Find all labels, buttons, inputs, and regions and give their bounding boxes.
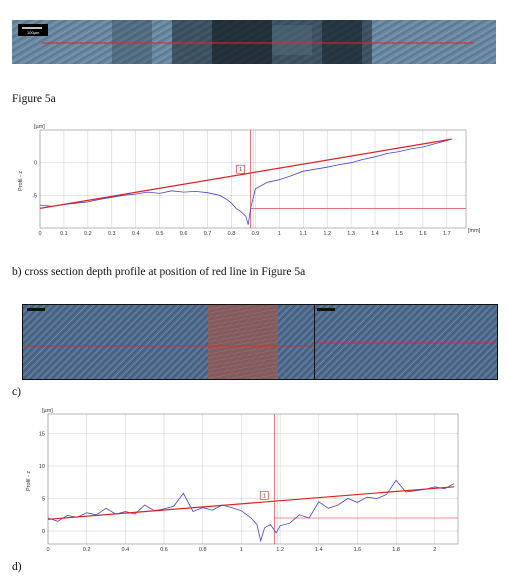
scalebar-box [18,24,48,36]
x-tick-label: 0.2 [83,547,91,553]
plot-frame [47,413,459,545]
y-tick-label: -5 [32,193,37,199]
plot-frame [39,129,467,229]
y-tick-label: 0 [34,161,37,167]
x-tick-label: 1.3 [347,231,355,237]
x-tick-label: 1.4 [315,547,323,553]
profile-series-line [47,479,455,543]
x-tick-label: 0.5 [156,231,164,237]
y-tick-label: 0 [42,529,45,535]
y-unit-label: [µm] [42,408,53,414]
x-tick-label: 0.1 [60,231,68,237]
y-axis-label: Profil - z [18,171,24,191]
x-tick-label: 1.2 [323,231,331,237]
y-tick-label: 5 [42,497,45,503]
x-tick-label: 1.6 [354,547,362,553]
cursor-marker-box [236,164,245,174]
x-tick-label: 0.6 [180,231,188,237]
y-tick-label: 15 [39,432,45,438]
chart-b-depth-profile: 0 0.1 0.2 0.3 0.4 0.5 0.6 0.7 0.8 0.9 1 1.1 1.2 1.3 1.… [18,124,481,237]
x-tick-label: 1.7 [443,231,451,237]
x-unit-label: [mm] [468,228,481,234]
x-tick-label: 0.4 [122,547,130,553]
caption-b: b) cross section depth profile at positi… [12,266,306,278]
figure-5a-micrograph: 100µm [12,20,496,64]
x-tick-label: 1.4 [371,231,379,237]
x-tick-label: 1 [278,231,281,237]
x-tick-label: 1.6 [419,231,427,237]
cursor-marker-box [259,491,269,500]
x-tick-label: 0 [38,231,41,237]
x-tick-label: 0.7 [204,231,212,237]
x-tick-label: 1.5 [395,231,403,237]
caption-d: d) [12,561,22,573]
x-tick-label: 0.9 [252,231,260,237]
cursor-marker-label: 1 [263,493,266,499]
fit-line [47,486,455,520]
figure-5a-caption: Figure 5a [12,93,56,105]
scalebar-label: 100µm [27,30,40,35]
x-tick-label: 0.8 [228,231,236,237]
x-tick-label: 0.2 [84,231,92,237]
x-tick-label: 1.2 [276,547,284,553]
x-tick-label: 1 [240,547,243,553]
caption-c: c) [12,386,21,398]
x-tick-label: 0.4 [132,231,140,237]
x-tick-label: 1.8 [392,547,400,553]
y-unit-label: [µm] [34,124,45,130]
x-tick-label: 2 [433,547,436,553]
y-tick-label: 10 [39,464,45,470]
cursor-marker-label: 1 [239,167,242,173]
fit-line [39,138,452,209]
chart-d-depth-profile: 0 0.2 0.4 0.6 0.8 1 1.2 1.4 1.6 1.8 2 15 10 5 0 [µm] Pro… [26,408,459,553]
x-tick-label: 0.3 [108,231,116,237]
profile-series-line [39,138,452,225]
y-axis-label: Profil - z [26,471,32,491]
x-tick-label: 0.8 [199,547,207,553]
figure-c-micrograph-left [22,304,316,380]
x-tick-label: 1.1 [299,231,307,237]
x-tick-label: 0.6 [160,547,168,553]
x-tick-label: 0 [46,547,49,553]
figure-c-micrograph-right [314,304,498,380]
